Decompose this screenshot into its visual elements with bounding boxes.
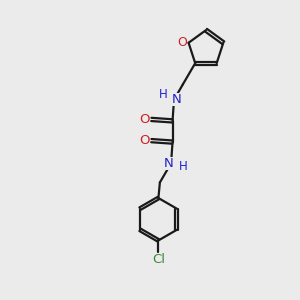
Text: N: N <box>172 93 181 106</box>
Text: O: O <box>140 134 150 147</box>
Text: N: N <box>164 157 174 170</box>
Text: H: H <box>179 160 188 173</box>
Text: Cl: Cl <box>152 254 165 266</box>
Text: H: H <box>158 88 167 101</box>
Text: O: O <box>140 113 150 126</box>
Text: O: O <box>177 36 187 49</box>
